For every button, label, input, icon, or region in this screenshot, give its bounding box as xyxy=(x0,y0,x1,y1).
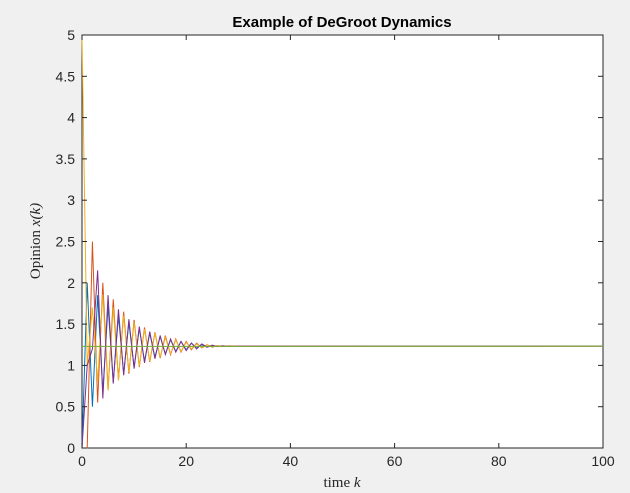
x-tick-label: 40 xyxy=(283,453,299,469)
x-tick-label: 0 xyxy=(78,453,86,469)
y-tick-label: 2 xyxy=(67,275,75,291)
tick-labels-group: 0 20 40 60 80 100 0 0.5 1 1.5 2 2.5 3 3.5 4 4.5 5 xyxy=(56,27,615,469)
x-tick-label: 20 xyxy=(178,453,194,469)
y-tick-label: 0.5 xyxy=(56,399,76,415)
y-tick-label: 0 xyxy=(67,440,75,456)
y-tick-label: 1 xyxy=(67,357,75,373)
y-axis-label: Opinion x(k) xyxy=(28,203,44,279)
y-tick-label: 5 xyxy=(67,27,75,43)
y-axis-label-text: Opinion xyxy=(28,226,44,279)
x-tick-label: 80 xyxy=(491,453,507,469)
plot-area xyxy=(81,34,604,449)
series-line-4 xyxy=(81,270,603,449)
x-tick-label: 100 xyxy=(591,453,615,469)
series-group xyxy=(81,34,604,449)
y-tick-label: 1.5 xyxy=(56,316,76,332)
y-tick-label: 3 xyxy=(67,192,75,208)
y-tick-label: 2.5 xyxy=(56,234,76,250)
x-axis-label: time k xyxy=(323,475,360,491)
y-axis-label-math: x(k) xyxy=(28,203,44,227)
ticks-group xyxy=(81,34,604,449)
y-tick-label: 4 xyxy=(67,110,75,126)
chart-title: Example of DeGroot Dynamics xyxy=(232,14,451,31)
x-axis-label-text: time xyxy=(323,475,353,491)
x-tick-label: 60 xyxy=(387,453,403,469)
y-tick-label: 3.5 xyxy=(56,151,76,167)
x-axis-label-var: k xyxy=(354,475,361,491)
y-tick-label: 4.5 xyxy=(56,68,76,84)
